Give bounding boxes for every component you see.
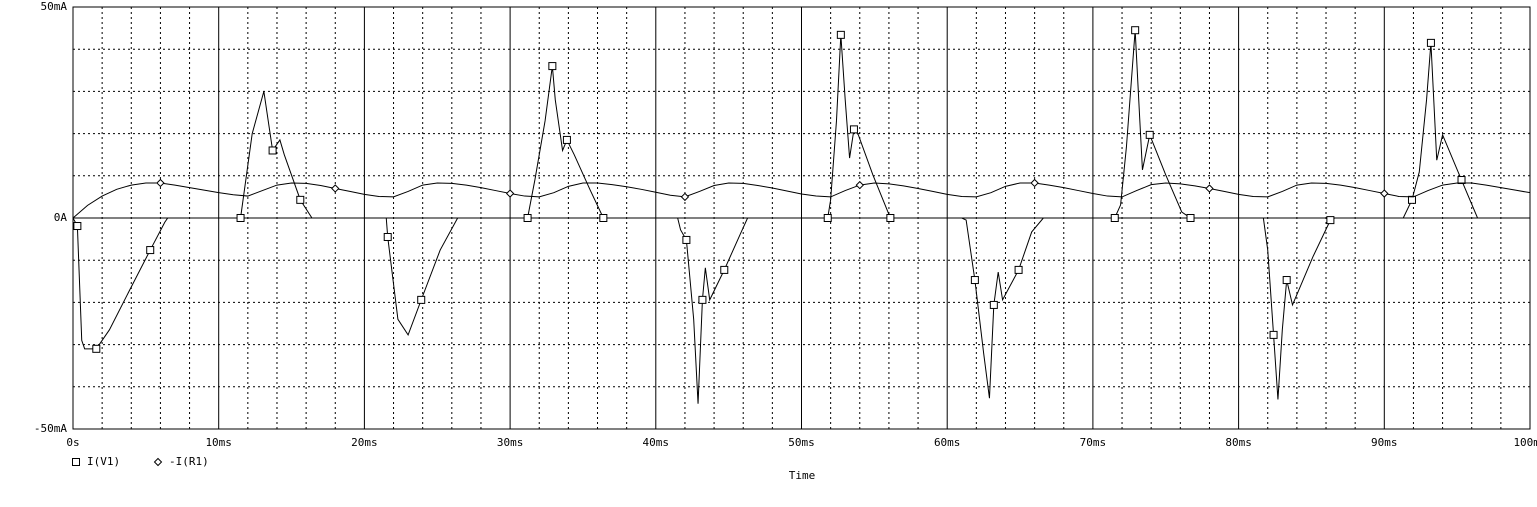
y-tick-label: 50mA: [41, 0, 68, 13]
x-tick-label: 20ms: [351, 436, 378, 449]
point-marker: [548, 62, 557, 71]
legend-marker: [72, 458, 80, 466]
point-marker: [680, 192, 690, 202]
point-marker: [73, 222, 82, 231]
x-tick-label: 80ms: [1225, 436, 1252, 449]
point-marker: [1014, 265, 1023, 274]
point-marker: [1030, 178, 1039, 188]
legend-label: -I(R1): [169, 455, 209, 468]
point-marker: [836, 30, 845, 39]
legend-label: I(V1): [87, 455, 120, 468]
x-tick-label: 30ms: [497, 436, 524, 449]
point-marker: [268, 146, 277, 155]
point-marker: [331, 184, 340, 193]
point-marker: [1426, 38, 1435, 47]
point-marker: [146, 246, 155, 255]
point-marker: [720, 265, 729, 274]
point-marker: [823, 214, 832, 222]
x-tick-label: 60ms: [934, 436, 961, 449]
point-marker: [599, 214, 608, 222]
point-marker: [92, 344, 101, 353]
y-tick-label: -50mA: [34, 422, 67, 435]
point-marker: [562, 135, 571, 144]
point-marker: [1131, 26, 1140, 35]
point-marker: [886, 214, 895, 222]
x-tick-label: 0s: [66, 436, 79, 449]
point-marker: [682, 235, 691, 244]
point-marker: [523, 214, 532, 222]
x-tick-label: 90ms: [1371, 436, 1398, 449]
x-tick-label: 50ms: [788, 436, 815, 449]
point-marker: [1326, 216, 1335, 225]
point-marker: [1380, 189, 1389, 198]
point-marker: [698, 295, 707, 304]
point-marker: [236, 214, 245, 222]
point-marker: [1205, 184, 1214, 193]
point-marker: [1186, 214, 1195, 222]
x-axis-label: Time: [789, 469, 816, 482]
point-marker: [1457, 176, 1466, 185]
x-tick-label: 10ms: [205, 436, 232, 449]
point-marker: [855, 180, 864, 190]
series-line: [72, 182, 1531, 219]
point-marker: [1282, 276, 1291, 285]
point-marker: [383, 232, 392, 241]
point-marker: [296, 195, 305, 204]
point-marker: [156, 178, 165, 188]
x-tick-label: 70ms: [1080, 436, 1107, 449]
point-marker: [417, 295, 426, 304]
x-tick-label: 100ms: [1513, 436, 1537, 449]
x-tick-label: 40ms: [643, 436, 670, 449]
point-marker: [1407, 195, 1416, 204]
point-marker: [505, 189, 515, 198]
point-marker: [849, 125, 858, 134]
y-tick-label: 0A: [54, 211, 68, 224]
legend-marker: [153, 457, 163, 467]
point-marker: [989, 300, 998, 309]
point-marker: [1110, 214, 1119, 222]
point-marker: [1269, 330, 1278, 339]
point-marker: [1145, 130, 1154, 139]
point-marker: [970, 276, 979, 285]
